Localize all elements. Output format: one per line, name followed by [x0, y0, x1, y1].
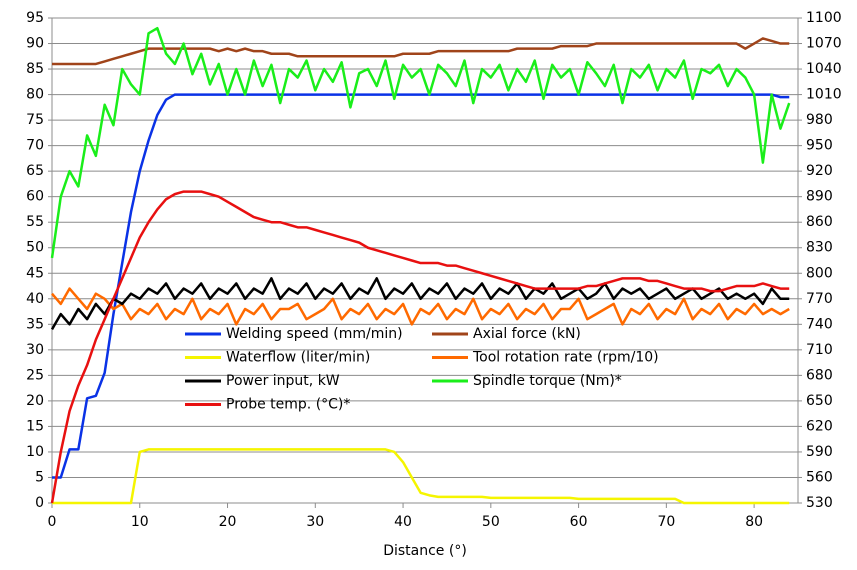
x-tick-label: 20: [219, 514, 237, 530]
y-tick-label: 50: [26, 240, 44, 256]
x-axis-label: Distance (°): [383, 543, 467, 559]
y2-tick-label: 860: [806, 214, 833, 230]
x-tick-label: 70: [657, 514, 675, 530]
y2-tick-label: 1100: [806, 10, 842, 26]
y-tick-label: 20: [26, 393, 44, 409]
y-tick-label: 0: [35, 495, 44, 511]
series-line: [50, 26, 791, 259]
y-tick-label: 90: [26, 36, 44, 52]
x-tick-label: 50: [482, 514, 500, 530]
y-tick-label: 65: [26, 163, 44, 179]
y-tick-label: 85: [26, 61, 44, 77]
y-tick-label: 40: [26, 291, 44, 307]
legend-label: Welding speed (mm/min): [226, 326, 403, 342]
y2-tick-label: 710: [806, 342, 833, 358]
y-tick-label: 75: [26, 112, 44, 128]
series-line: [50, 190, 790, 504]
legend-label: Tool rotation rate (rpm/10): [472, 350, 659, 366]
x-tick-label: 80: [745, 514, 763, 530]
x-tick-label: 0: [48, 514, 57, 530]
y-tick-label: 25: [26, 367, 44, 383]
y2-tick-label: 560: [806, 469, 833, 485]
y-tick-label: 15: [26, 418, 44, 434]
y2-tick-label: 800: [806, 265, 833, 281]
y2-tick-label: 830: [806, 240, 833, 256]
y-tick-label: 55: [26, 214, 44, 230]
y-tick-label: 30: [26, 342, 44, 358]
series-line: [52, 93, 790, 479]
legend-label: Axial force (kN): [473, 326, 581, 342]
y-tick-label: 60: [26, 189, 44, 205]
y2-tick-label: 980: [806, 112, 833, 128]
y2-tick-label: 1010: [806, 87, 842, 103]
y-tick-label: 80: [26, 87, 44, 103]
y2-tick-label: 770: [806, 291, 833, 307]
y-tick-label: 70: [26, 138, 44, 154]
y-tick-label: 10: [26, 444, 44, 460]
y2-tick-label: 590: [806, 444, 833, 460]
y2-tick-label: 1040: [806, 61, 842, 77]
x-tick-label: 60: [570, 514, 588, 530]
y2-tick-label: 920: [806, 163, 833, 179]
legend-label: Waterflow (liter/min): [226, 350, 370, 366]
y2-tick-label: 1070: [806, 36, 842, 52]
y2-tick-label: 890: [806, 189, 833, 205]
series-line: [51, 287, 790, 326]
y2-tick-label: 530: [806, 495, 833, 511]
series-line: [52, 448, 790, 505]
series-line: [52, 37, 790, 66]
y-tick-label: 35: [26, 316, 44, 332]
y2-tick-label: 680: [806, 367, 833, 383]
y2-tick-label: 650: [806, 393, 833, 409]
legend-label: Probe temp. (°C)*: [226, 397, 350, 413]
x-tick-label: 40: [394, 514, 412, 530]
y2-tick-label: 740: [806, 316, 833, 332]
x-tick-label: 30: [306, 514, 324, 530]
y-tick-label: 45: [26, 265, 44, 281]
x-tick-label: 10: [131, 514, 149, 530]
series-line: [50, 277, 790, 331]
y-tick-label: 95: [26, 10, 44, 26]
y2-tick-label: 950: [806, 138, 833, 154]
y2-tick-label: 620: [806, 418, 833, 434]
legend-label: Spindle torque (Nm)*: [473, 373, 622, 389]
legend-label: Power input, kW: [226, 373, 340, 389]
y-tick-label: 5: [35, 469, 44, 485]
